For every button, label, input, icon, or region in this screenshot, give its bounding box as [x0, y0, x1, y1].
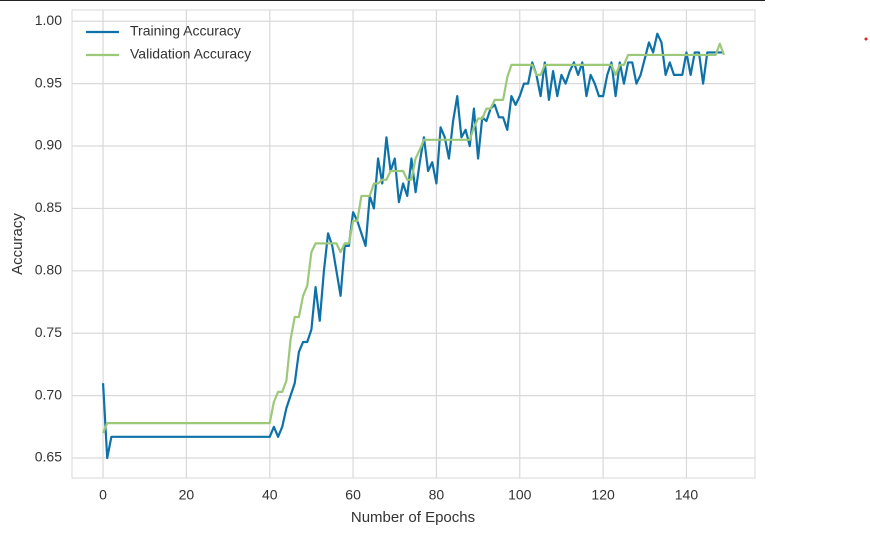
- legend-label: Validation Accuracy: [130, 46, 251, 62]
- y-tick-label: 0.80: [35, 262, 62, 278]
- line-series: [102, 42, 725, 434]
- x-tick-label: 80: [429, 487, 445, 503]
- x-tick-label: 100: [508, 487, 532, 503]
- x-tick-label: 60: [345, 487, 361, 503]
- y-tick-label: 0.65: [35, 449, 62, 465]
- x-tick-label: 20: [179, 487, 195, 503]
- x-tick-label: 120: [591, 487, 615, 503]
- legend-label: Training Accuracy: [130, 23, 241, 39]
- x-tick-label: 40: [262, 487, 278, 503]
- y-tick-label: 0.85: [35, 199, 62, 215]
- x-tick-label: 140: [675, 487, 699, 503]
- x-tick-label: 0: [99, 487, 107, 503]
- y-tick-label: 1.00: [35, 12, 62, 28]
- red-dot: [864, 37, 868, 41]
- y-tick-label: 0.70: [35, 386, 62, 402]
- y-tick-label: 0.75: [35, 324, 62, 340]
- y-axis-label: Accuracy: [9, 213, 26, 275]
- y-tick-label: 0.90: [35, 137, 62, 153]
- plot-area: [71, 9, 756, 479]
- x-axis-label: Number of Epochs: [351, 509, 475, 526]
- y-tick-label: 0.95: [35, 74, 62, 90]
